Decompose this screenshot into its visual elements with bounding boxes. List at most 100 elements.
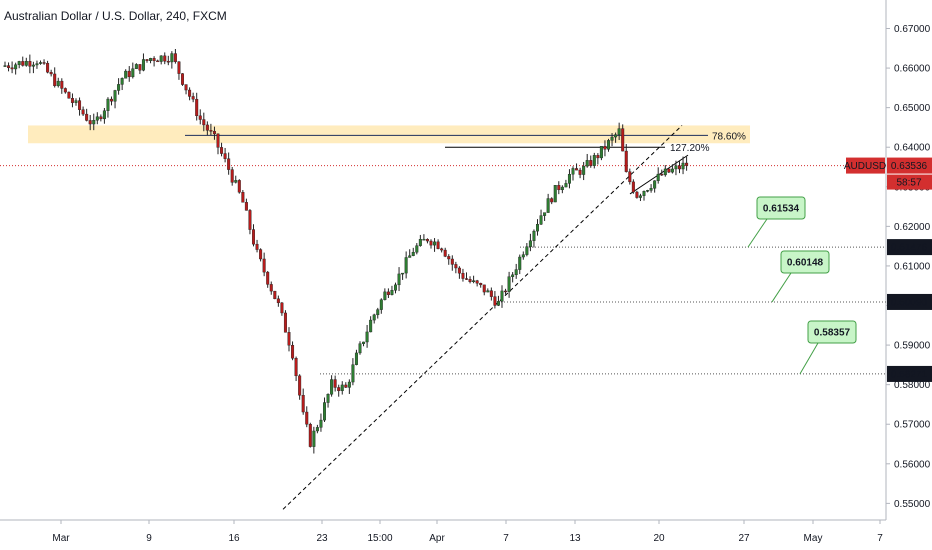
- target-callout-box[interactable]: [780, 250, 830, 274]
- candle-body: [674, 165, 678, 170]
- candle-body: [546, 198, 550, 213]
- candle-body: [344, 384, 348, 388]
- candle-body: [333, 379, 337, 388]
- candle-body: [628, 171, 632, 183]
- candle-body: [298, 375, 302, 396]
- price-tick-label: 0.65000: [894, 103, 931, 114]
- candle-body: [525, 246, 529, 255]
- target-callout-box[interactable]: [807, 320, 857, 344]
- candle-body: [567, 174, 571, 184]
- candle-body: [678, 165, 682, 170]
- candle-body: [212, 130, 216, 135]
- candle-body: [109, 98, 113, 102]
- candle-body: [234, 180, 238, 183]
- candle-body: [536, 224, 540, 232]
- candle-body: [465, 278, 469, 280]
- candle-body: [450, 258, 454, 265]
- candle-body: [415, 245, 419, 253]
- candle-body: [223, 153, 227, 159]
- candle-body: [457, 267, 461, 274]
- candle-body: [42, 62, 46, 64]
- candle-body: [436, 241, 440, 249]
- candle-body: [571, 168, 575, 175]
- price-tick-label: 0.66000: [894, 64, 931, 75]
- candle-body: [365, 331, 369, 343]
- candle-body: [28, 61, 32, 67]
- candle-body: [227, 158, 231, 170]
- candle-body: [195, 98, 199, 117]
- candle-body: [649, 188, 653, 191]
- candle-body: [362, 341, 366, 344]
- candle-body: [635, 191, 639, 198]
- candle-body: [354, 352, 358, 365]
- candle-body: [621, 128, 625, 152]
- candle-body: [241, 192, 245, 203]
- candle-body: [656, 173, 660, 181]
- candle-body: [532, 230, 536, 241]
- level-price-badge-label: 0.58271: [891, 369, 928, 380]
- target-callout-box[interactable]: [756, 196, 806, 220]
- candle-body: [291, 345, 295, 359]
- candle-body: [685, 162, 689, 166]
- candle-body: [163, 55, 167, 62]
- candle-body: [599, 145, 603, 159]
- candle-body: [10, 67, 14, 70]
- candle-body: [141, 59, 145, 71]
- candle-body: [24, 61, 28, 66]
- current-price-badge: [887, 157, 932, 174]
- candle-body: [379, 299, 383, 310]
- candle-body: [273, 290, 277, 300]
- candle-body: [280, 302, 284, 314]
- candle-body: [578, 169, 582, 175]
- candle-body: [88, 120, 92, 125]
- candle-body: [156, 60, 160, 63]
- level-price-badge-label: 0.60090: [891, 297, 928, 308]
- target-callout-pointer: [799, 342, 819, 375]
- candle-body: [266, 271, 270, 285]
- candle-body: [340, 384, 344, 392]
- candle-body: [461, 273, 465, 279]
- candle-body: [127, 70, 131, 78]
- candle-body: [610, 136, 614, 141]
- candle-body: [475, 280, 479, 284]
- candle-body: [518, 256, 522, 270]
- time-tick-label: 7: [503, 533, 509, 544]
- candle-body: [56, 80, 60, 87]
- candle-body: [472, 280, 476, 283]
- candle-body: [543, 212, 547, 216]
- candle-body: [560, 186, 564, 191]
- candle-body: [582, 165, 586, 175]
- candle-body: [646, 190, 650, 192]
- time-tick-label: 16: [228, 533, 240, 544]
- fib-label: 78.60%: [712, 131, 746, 142]
- time-tick-label: Apr: [429, 533, 445, 544]
- candle-body: [603, 145, 607, 150]
- candle-body: [95, 116, 99, 121]
- candle-body: [255, 243, 259, 250]
- candle-body: [670, 168, 674, 173]
- level-price-badge: [887, 239, 932, 256]
- candle-body: [276, 298, 280, 304]
- candle-body: [479, 282, 483, 286]
- price-tick-label: 0.62000: [894, 222, 931, 233]
- target-callout-pointer: [747, 218, 768, 248]
- candle-body: [592, 155, 596, 166]
- candle-body: [376, 309, 380, 316]
- fib-zone: [28, 125, 750, 144]
- candle-body: [53, 73, 57, 87]
- candle-body: [124, 70, 128, 79]
- candle-body: [177, 61, 181, 74]
- candle-body: [511, 274, 515, 277]
- candle-body: [262, 258, 266, 273]
- candle-body: [493, 296, 497, 306]
- candle-body: [188, 89, 192, 97]
- candle-body: [198, 115, 202, 120]
- candle-body: [283, 312, 287, 333]
- candle-body: [145, 59, 149, 61]
- price-tick-label: 0.57000: [894, 420, 931, 431]
- candle-body: [180, 73, 184, 85]
- candle-body: [269, 284, 273, 292]
- time-tick-label: 23: [316, 533, 328, 544]
- candle-body: [106, 98, 110, 111]
